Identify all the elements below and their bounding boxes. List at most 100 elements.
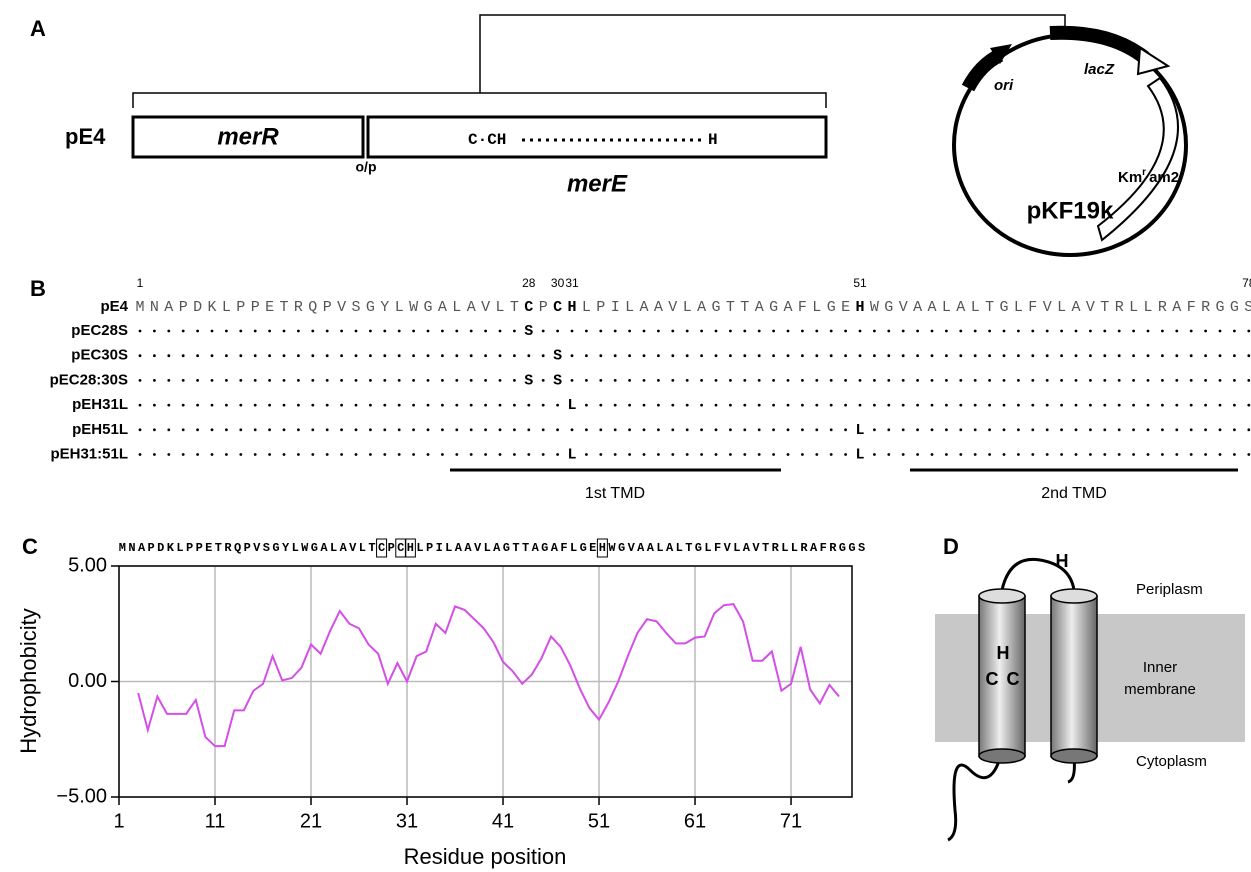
dot (1031, 428, 1034, 431)
dot (1219, 404, 1222, 407)
dot (383, 453, 386, 456)
dot (931, 330, 934, 333)
dot (542, 354, 545, 357)
residue: F (560, 541, 567, 555)
dot (311, 453, 314, 456)
dot (758, 453, 761, 456)
dot (513, 404, 516, 407)
dot (1147, 379, 1150, 382)
dot (268, 330, 271, 333)
dot (470, 453, 473, 456)
dot (513, 330, 516, 333)
dot (758, 354, 761, 357)
dot (815, 404, 818, 407)
dot (1075, 354, 1078, 357)
dot (902, 404, 905, 407)
dot (945, 330, 948, 333)
x-tick-label: 61 (684, 810, 706, 832)
dot (1132, 404, 1135, 407)
dot (513, 453, 516, 456)
dot (643, 379, 646, 382)
dot (182, 354, 185, 357)
residue: L (812, 299, 821, 316)
dot (931, 453, 934, 456)
residue: T (215, 541, 222, 555)
dot (700, 379, 703, 382)
substitution: L (855, 446, 864, 463)
region-label: membrane (1124, 681, 1196, 698)
y-tick-label: 5.00 (68, 554, 107, 576)
dot (239, 379, 242, 382)
residue: V (481, 299, 490, 316)
dot (355, 404, 358, 407)
construct-name: pE4 (65, 124, 106, 149)
cylinder-top (1051, 589, 1097, 603)
dot (599, 330, 602, 333)
dot (1161, 330, 1164, 333)
position-number: 28 (522, 276, 536, 290)
dot (1075, 404, 1078, 407)
dot (859, 330, 862, 333)
promoter-label: o/p (356, 159, 377, 175)
cylinder-top (979, 589, 1025, 603)
residue: C (397, 541, 404, 555)
dot (887, 453, 890, 456)
dot (225, 428, 228, 431)
residue: T (279, 299, 288, 316)
dot (931, 354, 934, 357)
dot (1031, 453, 1034, 456)
dot (801, 354, 804, 357)
residue: A (927, 299, 936, 316)
dot (326, 330, 329, 333)
dot (700, 428, 703, 431)
residue: F (1028, 299, 1037, 316)
dot (1161, 428, 1164, 431)
dot (1204, 404, 1207, 407)
dot (844, 379, 847, 382)
dot (628, 379, 631, 382)
dot (268, 354, 271, 357)
dot (686, 453, 689, 456)
residue: T (762, 541, 769, 555)
dot (1046, 453, 1049, 456)
dot (340, 330, 343, 333)
dot (671, 428, 674, 431)
dot (686, 404, 689, 407)
dot (830, 453, 833, 456)
dot (311, 330, 314, 333)
residue: L (582, 299, 591, 316)
dot (556, 453, 559, 456)
residue: A (743, 541, 751, 555)
residue: L (683, 299, 692, 316)
dot (167, 330, 170, 333)
dot (513, 428, 516, 431)
dot (499, 330, 502, 333)
dot (412, 404, 415, 407)
dot (729, 428, 732, 431)
dot (211, 404, 214, 407)
x-tick-label: 31 (396, 810, 418, 832)
dot (671, 354, 674, 357)
dot (1075, 453, 1078, 456)
dot (599, 354, 602, 357)
dot (815, 354, 818, 357)
dot (599, 428, 602, 431)
dot (801, 330, 804, 333)
dot (484, 330, 487, 333)
residue: E (265, 299, 274, 316)
residue: A (438, 299, 447, 316)
residue: V (253, 541, 261, 555)
residue: P (251, 299, 260, 316)
dot (815, 330, 818, 333)
dot (513, 379, 516, 382)
substitution: S (524, 323, 533, 340)
dot (585, 404, 588, 407)
dot (959, 453, 962, 456)
dot (844, 330, 847, 333)
dot (542, 330, 545, 333)
residue: P (539, 299, 548, 316)
dot (1118, 404, 1121, 407)
residue: A (755, 299, 764, 316)
dot (427, 428, 430, 431)
residue: I (611, 299, 620, 316)
